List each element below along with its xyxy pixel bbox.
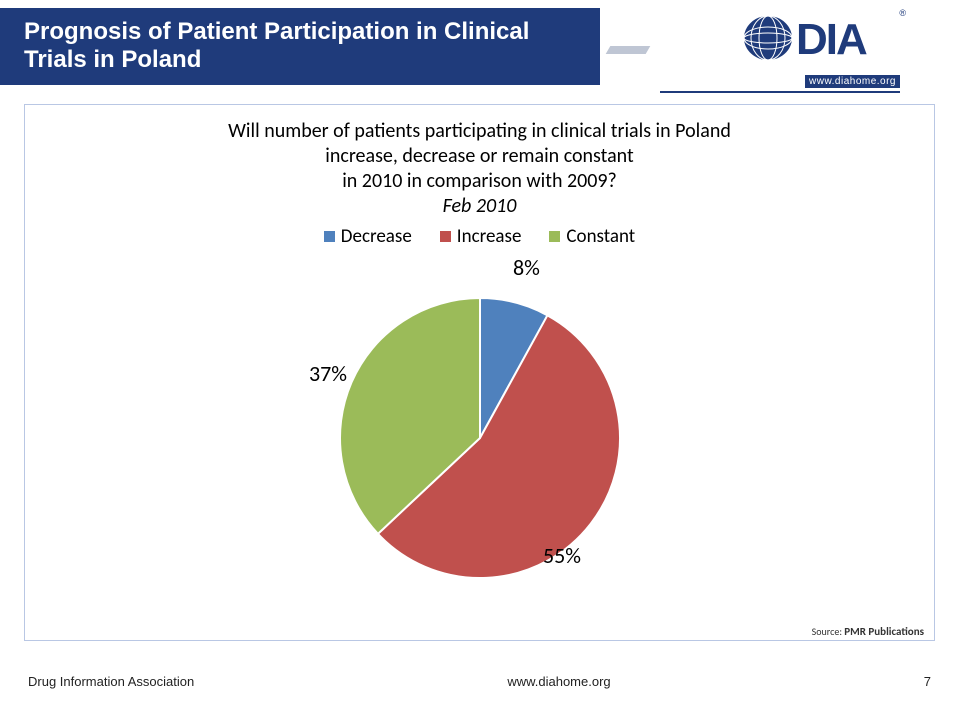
question-line-1: Will number of patients participating in… bbox=[228, 119, 731, 143]
legend-swatch-decrease bbox=[324, 231, 335, 242]
pie-chart-area: 8% 55% 37% bbox=[43, 252, 916, 612]
pie-chart bbox=[330, 288, 630, 588]
data-label-constant: 37% bbox=[309, 360, 347, 387]
legend-label-decrease: Decrease bbox=[341, 225, 412, 248]
chart-container: Will number of patients participating in… bbox=[24, 104, 935, 641]
question-line-2: increase, decrease or remain constant bbox=[325, 144, 633, 168]
chart-question: Will number of patients participating in… bbox=[43, 119, 916, 219]
logo-trademark: ® bbox=[899, 8, 906, 18]
logo-underline bbox=[660, 91, 900, 93]
dia-logo: DIA ® bbox=[740, 10, 900, 66]
question-line-3: in 2010 in comparison with 2009? bbox=[342, 169, 617, 193]
data-label-decrease: 8% bbox=[513, 254, 540, 281]
slide-title-block: Prognosis of Patient Participation in Cl… bbox=[0, 8, 600, 85]
source-name: PMR Publications bbox=[844, 625, 924, 638]
footer-center: www.diahome.org bbox=[507, 674, 610, 689]
data-label-increase: 55% bbox=[543, 542, 581, 569]
legend-swatch-constant bbox=[549, 231, 560, 242]
legend-item-increase: Increase bbox=[440, 225, 522, 248]
legend-swatch-increase bbox=[440, 231, 451, 242]
footer-left: Drug Information Association bbox=[28, 674, 194, 689]
svg-text:DIA: DIA bbox=[796, 15, 867, 64]
footer-page-number: 7 bbox=[924, 674, 931, 689]
legend-item-constant: Constant bbox=[549, 225, 635, 248]
chart-source: Source: PMR Publications bbox=[812, 625, 924, 638]
question-date: Feb 2010 bbox=[443, 194, 517, 218]
legend-label-constant: Constant bbox=[566, 225, 635, 248]
source-prefix: Source: bbox=[812, 625, 845, 638]
logo-area: DIA ® www.diahome.org bbox=[640, 8, 928, 93]
title-separator bbox=[600, 8, 640, 76]
slide-title: Prognosis of Patient Participation in Cl… bbox=[24, 18, 582, 73]
legend-label-increase: Increase bbox=[457, 225, 522, 248]
logo-url: www.diahome.org bbox=[805, 75, 900, 88]
header-row: Prognosis of Patient Participation in Cl… bbox=[0, 0, 959, 93]
legend-item-decrease: Decrease bbox=[324, 225, 412, 248]
dia-logo-svg: DIA bbox=[740, 10, 900, 66]
footer: Drug Information Association www.diahome… bbox=[0, 674, 959, 689]
chart-legend: Decrease Increase Constant bbox=[43, 225, 916, 248]
